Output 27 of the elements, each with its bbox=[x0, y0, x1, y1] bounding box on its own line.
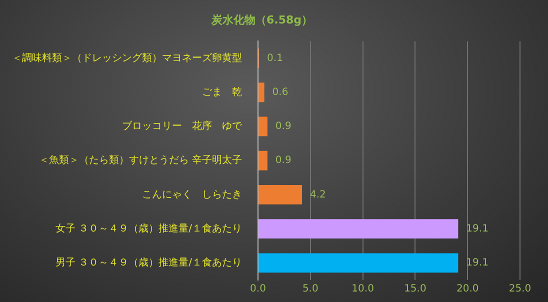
data-label: 0.1 bbox=[267, 52, 283, 64]
x-tick-label: 15.0 bbox=[404, 284, 426, 295]
bar bbox=[258, 253, 458, 273]
x-tick-label: 5.0 bbox=[302, 284, 318, 295]
data-label: 4.2 bbox=[310, 189, 326, 200]
data-label: 19.1 bbox=[466, 223, 488, 234]
data-label: 0.9 bbox=[275, 155, 292, 166]
y-tick-label: ブロッコリー 花序 ゆで bbox=[122, 120, 243, 132]
y-tick-label: 女子 ３０～４９（歳）推進量/１食あたり bbox=[55, 222, 242, 234]
y-tick-label: ごま 乾 bbox=[202, 86, 242, 98]
x-tick-label: 10.0 bbox=[352, 284, 374, 295]
data-label: 0.6 bbox=[272, 86, 288, 98]
bar bbox=[258, 116, 268, 136]
bar bbox=[258, 219, 458, 239]
y-tick-label: ＜調味料類＞（ドレッシング類）マヨネーズ卵黄型 bbox=[12, 52, 242, 64]
bar bbox=[258, 150, 268, 170]
y-tick-label: ＜魚類＞（たら類）すけとうだら 辛子明太子 bbox=[38, 154, 242, 166]
bar bbox=[258, 82, 264, 102]
data-label: 0.9 bbox=[275, 121, 292, 132]
x-tick-label: 25.0 bbox=[508, 284, 532, 295]
bar bbox=[258, 184, 302, 204]
y-tick-label: こんにゃく しらたき bbox=[142, 189, 242, 200]
x-tick-label: 0.0 bbox=[250, 284, 266, 295]
data-label: 19.1 bbox=[466, 258, 488, 269]
y-tick-label: 男子 ３０～４９（歳）推進量/１食あたり bbox=[55, 256, 242, 269]
x-tick-label: 20.0 bbox=[456, 284, 479, 295]
chart-title: 炭水化物（6.58g） bbox=[210, 13, 313, 26]
